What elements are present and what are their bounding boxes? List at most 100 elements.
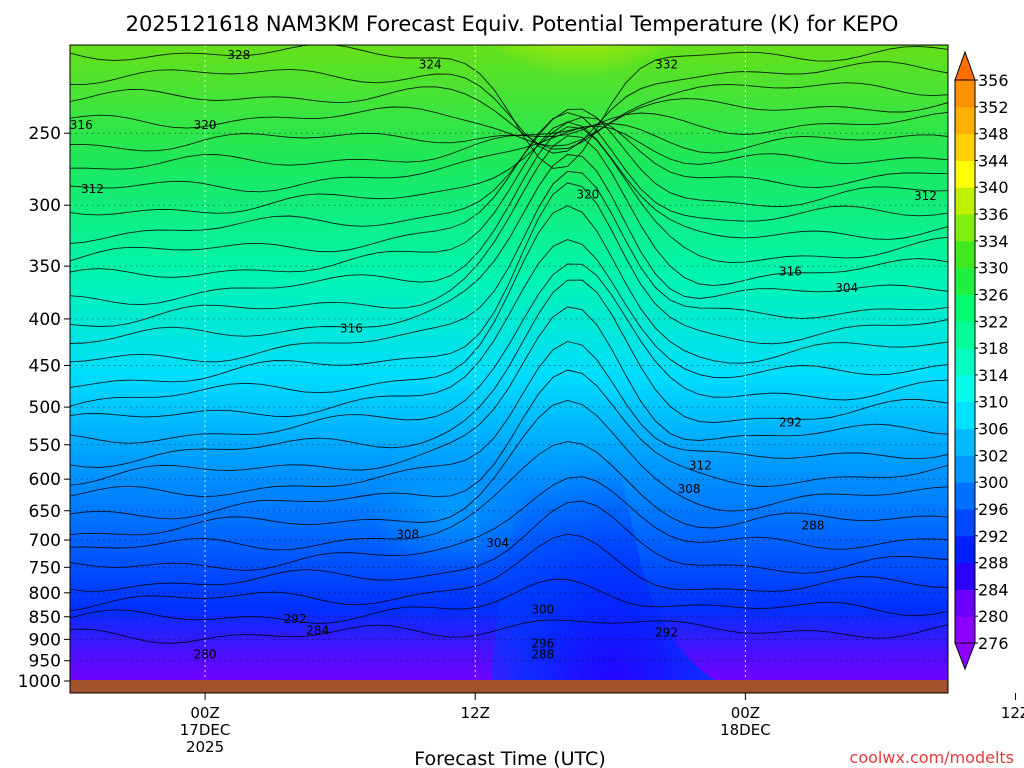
- colorbar-min-arrow: [954, 642, 976, 671]
- colorbar: 276 280 284 288 292 296 300 302 306 310 314 318 322 3…: [954, 50, 1009, 671]
- y-tick-label: 350: [29, 257, 61, 277]
- y-tick-label: 750: [29, 558, 61, 578]
- colorbar-swatch: [955, 160, 975, 188]
- colorbar-label: 352: [978, 98, 1009, 117]
- colorbar-swatch: [955, 348, 975, 376]
- colorbar-label: 280: [978, 607, 1009, 626]
- colorbar-swatch: [955, 214, 975, 242]
- x-tick-label: 12Z: [1001, 704, 1024, 722]
- y-tick-label: 250: [29, 124, 61, 144]
- colorbar-label: 292: [978, 527, 1009, 546]
- contour-line: [70, 45, 948, 169]
- contour-line: [70, 500, 948, 592]
- contour-lines: [70, 45, 948, 644]
- colorbar-label: 336: [978, 205, 1009, 224]
- colorbar-label: 314: [978, 366, 1009, 385]
- contour-label: 288: [801, 519, 824, 533]
- colorbar-label: 300: [978, 473, 1009, 492]
- y-tick-label: 900: [29, 630, 61, 650]
- contour-line: [70, 112, 948, 262]
- contour-line: [70, 400, 948, 536]
- contour-line: [70, 170, 948, 363]
- contour-line: [70, 121, 948, 278]
- contour-label: 324: [419, 57, 442, 71]
- colorbar-swatch: [955, 589, 975, 617]
- contour-label: 304: [486, 536, 509, 550]
- colorbar-swatch: [955, 616, 975, 644]
- contour-line: [70, 205, 948, 407]
- contour-label: 284: [306, 623, 329, 637]
- colorbar-swatch: [955, 187, 975, 215]
- contour-labels: 3283243323243163203203123203123163043162…: [70, 48, 937, 662]
- contour-line: [70, 61, 948, 154]
- cold-tongue: [490, 360, 726, 685]
- contour-label: 292: [284, 612, 307, 626]
- colorbar-label: 296: [978, 500, 1009, 519]
- x-tick-label: 18DEC: [720, 721, 771, 739]
- colorbar-swatch: [955, 80, 975, 108]
- colorbar-swatch: [955, 240, 975, 269]
- contour-label: 312: [689, 459, 712, 473]
- colorbar-swatch: [955, 562, 975, 590]
- colorbar-swatch: [955, 374, 975, 403]
- contour-label: 320: [194, 118, 217, 132]
- contour-line: [70, 135, 948, 327]
- contour-label: 316: [70, 118, 93, 132]
- x-tick-label: 17DEC: [180, 721, 231, 739]
- x-axis: 00Z17DEC202512Z00Z18DEC12Z00Z19DEC: [180, 693, 1024, 756]
- contour-label: 280: [194, 647, 217, 661]
- contour-line: [70, 154, 948, 344]
- colorbar-label: 276: [978, 634, 1009, 653]
- contour-label: 316: [779, 265, 802, 279]
- colorbar-label: 356: [978, 71, 1009, 90]
- x-tick-label: 2025: [186, 738, 224, 756]
- contour-line: [70, 82, 948, 150]
- colorbar-max-arrow: [954, 50, 976, 81]
- plot-frame: [69, 44, 949, 694]
- contour-label: 320: [576, 188, 599, 202]
- contour-line: [70, 126, 948, 306]
- y-tick-label: 850: [29, 608, 61, 628]
- contour-line: [70, 619, 948, 644]
- colorbar-label: 334: [978, 232, 1009, 251]
- contour-line: [70, 578, 948, 624]
- contour-line: [70, 98, 948, 147]
- colorbar-label: 302: [978, 446, 1009, 465]
- y-tick-label: 950: [29, 652, 61, 672]
- contour-label: 308: [396, 527, 419, 541]
- y-tick-label: 600: [29, 470, 61, 490]
- x-axis-label: Forecast Time (UTC): [414, 748, 605, 768]
- contour-label: 312: [914, 189, 937, 203]
- plot-area: 3283243323243163203203123203123163043162…: [70, 45, 948, 685]
- colorbar-swatch: [955, 482, 975, 510]
- colorbar-label: 310: [978, 393, 1009, 412]
- contour-label: 300: [531, 603, 554, 617]
- colorbar-swatch: [955, 294, 975, 322]
- colorbar-label: 326: [978, 285, 1009, 304]
- moist-pocket: [370, 450, 530, 570]
- colorbar-swatch: [955, 535, 975, 564]
- contour-line: [70, 476, 948, 571]
- contour-label: 328: [227, 48, 250, 62]
- y-tick-label: 1000: [18, 672, 61, 692]
- contour-label: 332: [655, 57, 678, 71]
- contour-line: [70, 341, 948, 498]
- y-axis: 2503003504004505005506006507007508008509…: [18, 124, 70, 692]
- contour-label: 312: [81, 182, 104, 196]
- contour-line: [70, 441, 948, 551]
- contour-line: [70, 116, 948, 216]
- contour-line: [70, 533, 948, 612]
- contour-label: 296: [531, 637, 554, 651]
- contour-line: [70, 263, 948, 444]
- y-tick-label: 450: [29, 356, 61, 376]
- colorbar-swatch: [955, 401, 975, 430]
- y-tick-label: 400: [29, 310, 61, 330]
- contour-label: 308: [678, 482, 701, 496]
- contour-line: [70, 111, 948, 152]
- grid-lines: [70, 45, 948, 681]
- colorbar-label: 340: [978, 178, 1009, 197]
- contour-label: 288: [531, 647, 554, 661]
- colorbar-label: 318: [978, 339, 1009, 358]
- credit-text: coolwx.com/modelts: [850, 748, 1014, 767]
- contour-label: 292: [779, 416, 802, 430]
